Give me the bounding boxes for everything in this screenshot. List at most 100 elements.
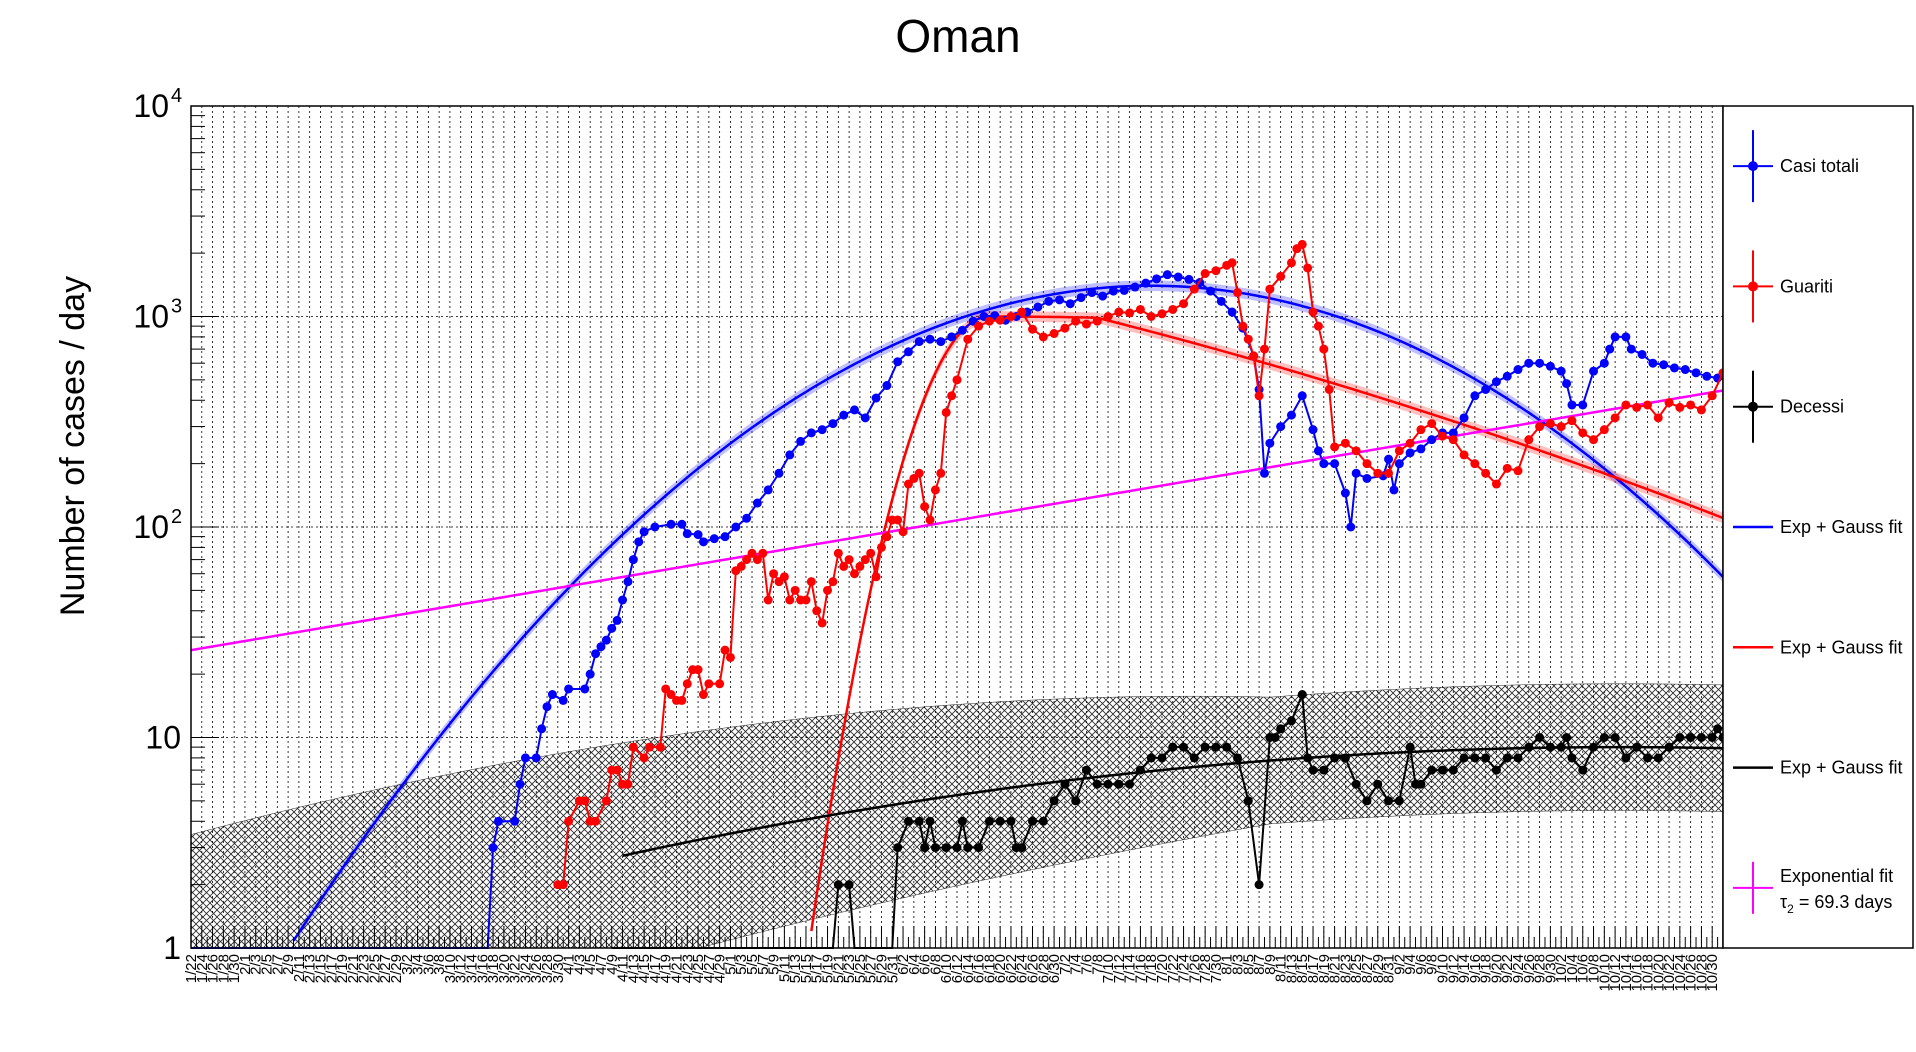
fit-curve-6 [190,382,1761,652]
data-point [1265,284,1275,294]
x-tick-label: 5/3 [733,954,750,975]
data-point [860,413,870,423]
data-point [693,665,703,675]
data-point [1189,284,1199,294]
x-tick-label: 3/24 [517,954,534,983]
data-point [1125,308,1135,318]
data-point [963,843,973,853]
data-point [1605,344,1615,354]
data-point [720,645,730,655]
x-tick-label: 6/24 [1014,954,1031,983]
data-point [1211,266,1221,276]
data-point [995,315,1005,325]
x-tick-label: 4/29 [712,954,729,983]
data-point [736,561,746,571]
x-tick-label: 6/30 [1046,954,1063,983]
x-tick-label: 5/13 [787,954,804,983]
data-point [1427,765,1437,775]
data-point [1524,435,1534,445]
data-point [1491,479,1501,489]
data-point [1340,753,1350,763]
x-tick-label: 6/28 [1035,954,1052,983]
x-tick-label: 8/27 [1359,954,1376,983]
data-point [585,669,595,679]
data-point [731,522,741,532]
data-point [1448,435,1458,445]
data-point [1642,400,1652,410]
data-point [1254,880,1264,890]
data-point [1179,299,1189,309]
chart-title: Oman [895,10,1020,62]
data-point [1265,438,1275,448]
data-point [974,321,984,331]
data-point [655,742,665,752]
y-tick-label: 10 [133,299,169,335]
x-tick-label: 1/28 [215,954,232,983]
data-point [1362,796,1372,806]
data-point [1567,753,1577,763]
data-point [925,816,935,826]
data-point [876,542,886,552]
data-point [1184,274,1194,284]
data-point [1545,361,1555,371]
data-point [1610,332,1620,342]
x-tick-label: 4/5 [582,954,599,975]
legend-entry: Guariti [1733,250,1833,323]
data-point [1060,779,1070,789]
data-point [1087,288,1097,298]
x-tick-label: 2/17 [323,954,340,983]
x-tick-label: 2/25 [366,954,383,983]
data-point [1125,779,1135,789]
x-tick-label: 9/14 [1456,954,1473,983]
data-point [1076,293,1086,303]
data-point [1141,278,1151,288]
data-point [1707,733,1717,742]
x-tick-label: 8/17 [1305,954,1322,983]
x-tick-label: 3/20 [496,954,513,983]
data-point [833,880,843,890]
data-point [1017,307,1027,317]
x-tick-label: 9/4 [1402,954,1419,975]
legend-label: Exp + Gauss fit [1780,637,1903,657]
data-point [839,561,849,571]
data-point [925,515,935,525]
data-point [1664,742,1674,752]
x-tick-label: 8/23 [1337,954,1354,983]
data-point [623,779,633,789]
data-point [1162,270,1172,280]
x-tick-label: 10/16 [1629,954,1646,992]
x-tick-label: 5/7 [755,954,772,975]
x-tick-label: 1/24 [194,954,211,983]
x-tick-label: 7/26 [1186,954,1203,983]
data-point [1168,742,1178,752]
x-tick-label: 8/31 [1381,954,1398,983]
x-tick-label: 7/8 [1089,954,1106,975]
data-point [893,515,903,525]
data-point [1060,323,1070,333]
data-point [833,548,843,558]
data-point [1313,321,1323,331]
x-tick-label: 3/14 [464,954,481,983]
data-point [844,880,854,890]
x-tick-label: 6/20 [992,954,1009,983]
data-point [1324,384,1334,394]
x-tick-label: 2/7 [269,954,286,975]
x-tick-label: 4/3 [571,954,588,975]
data-point [936,337,946,347]
x-tick-label: 6/8 [927,954,944,975]
data-point [1405,448,1415,458]
data-point [1459,753,1469,763]
data-point [1470,391,1480,401]
data-point [1340,488,1350,498]
x-tick-label: 5/1 [722,954,739,975]
data-point [1448,765,1458,775]
data-point [790,585,800,595]
x-tick-label: 4/11 [615,954,632,982]
data-point [1491,377,1501,387]
data-point [1319,459,1329,469]
data-point [866,548,876,558]
data-point [1702,371,1712,381]
data-point [1071,796,1081,806]
data-point [1259,344,1269,354]
x-tick-label: 9/30 [1542,954,1559,983]
